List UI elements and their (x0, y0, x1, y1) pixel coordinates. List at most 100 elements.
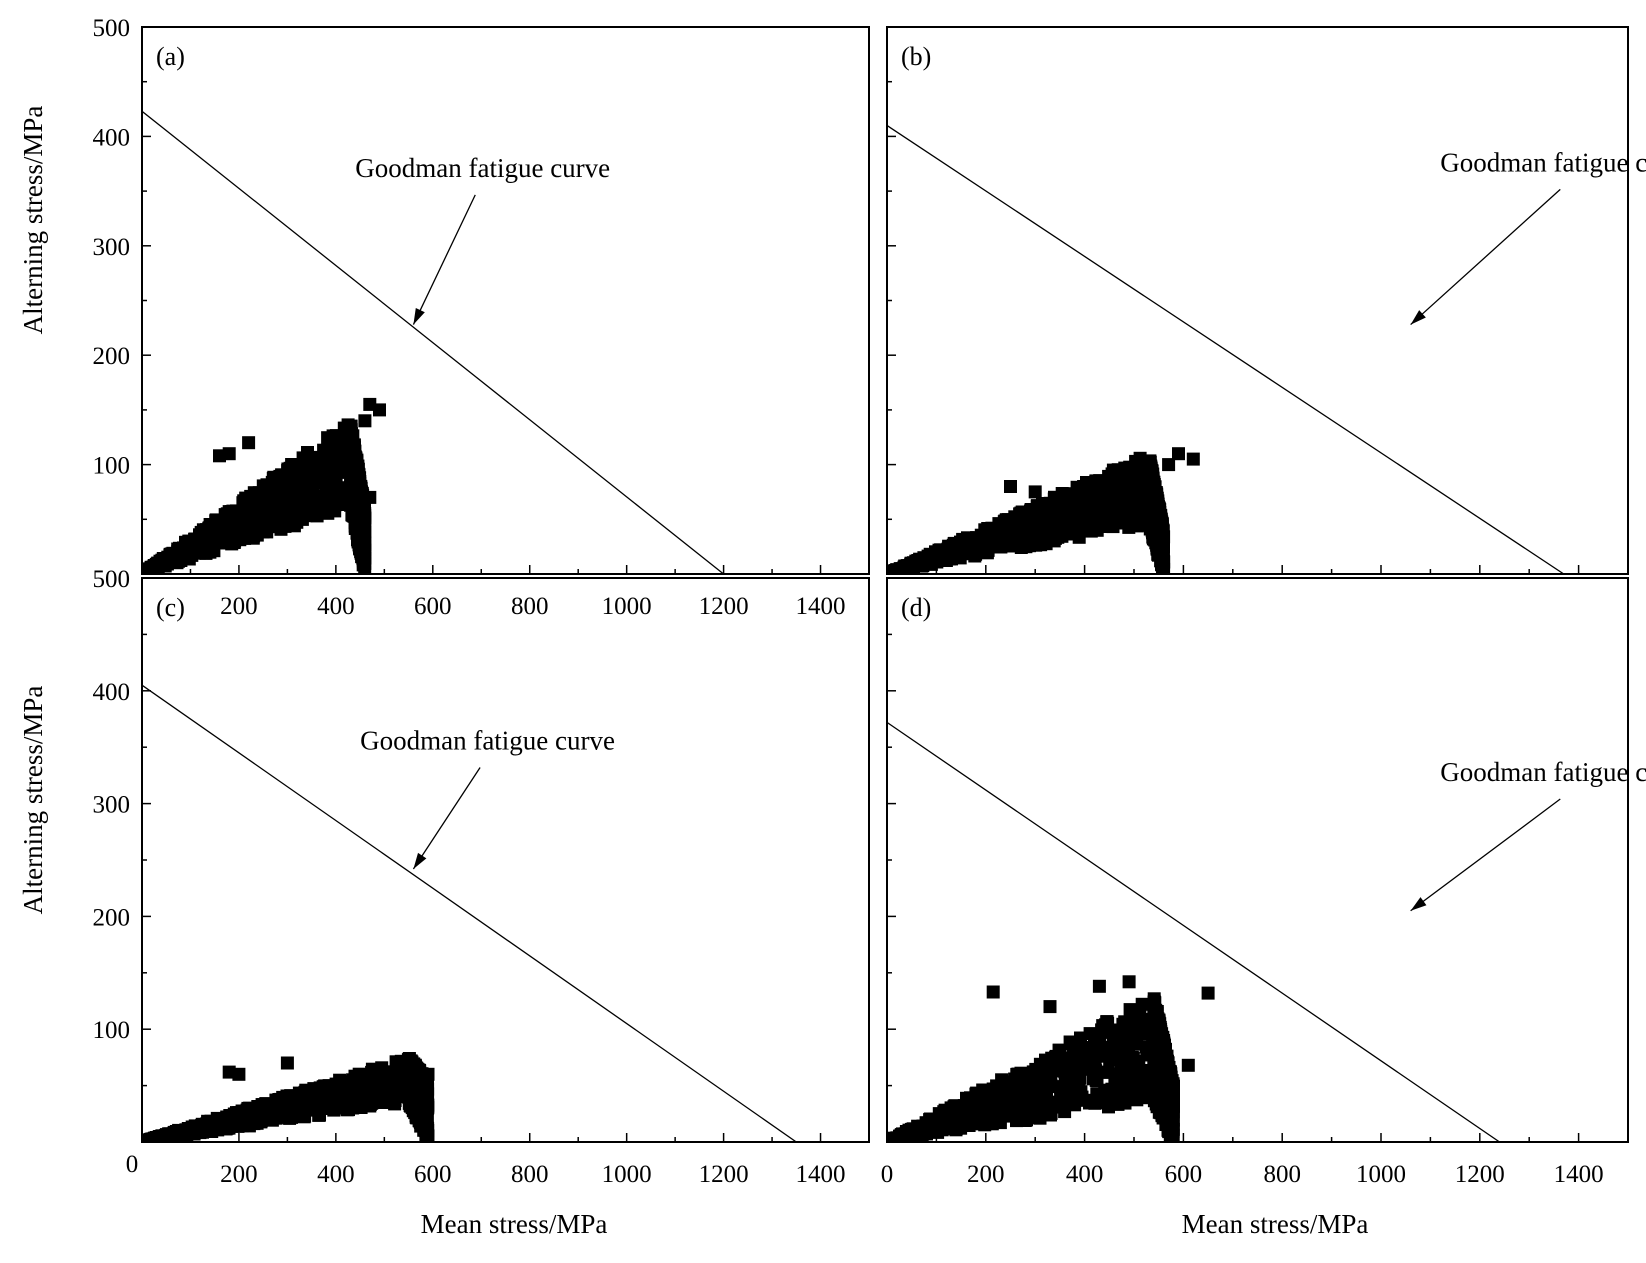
data-point (221, 531, 234, 544)
data-point (326, 438, 339, 451)
x-tick-label: 200 (220, 1161, 258, 1188)
annotation-arrow (413, 767, 480, 869)
data-point (422, 1068, 435, 1081)
data-point (985, 528, 998, 541)
annotation-label: Goodman fatigue curve (1440, 147, 1646, 177)
scatter-series (881, 975, 1215, 1148)
data-point (1093, 980, 1106, 993)
arrowhead (1411, 897, 1427, 911)
data-point (1013, 513, 1026, 526)
y-axis-label-top: Alterning stress/MPa (18, 106, 48, 335)
data-point (976, 1091, 989, 1104)
data-point (1105, 1024, 1118, 1037)
data-point (1030, 531, 1043, 544)
data-point (1162, 458, 1175, 471)
scatter-series (881, 447, 1200, 580)
data-point (976, 1117, 989, 1130)
data-point (961, 1096, 974, 1109)
data-point (230, 510, 243, 523)
x-tick-label: 600 (414, 593, 452, 620)
x-tick-label: 800 (511, 1161, 549, 1188)
data-point (1027, 1065, 1040, 1078)
data-point (316, 1102, 329, 1115)
data-point (420, 1128, 433, 1141)
plot-frame (142, 578, 869, 1142)
x-tick-label: 1200 (699, 593, 749, 620)
x-tick-label: 1200 (699, 1161, 749, 1188)
data-point (1156, 557, 1169, 570)
data-point (327, 1104, 340, 1117)
arrowhead (413, 853, 426, 869)
data-point (984, 1105, 997, 1118)
data-point (1145, 465, 1158, 478)
data-point (1136, 998, 1149, 1011)
data-point (1111, 1042, 1124, 1055)
data-point (1117, 472, 1130, 485)
data-point (1124, 1003, 1137, 1016)
data-point (275, 505, 288, 518)
data-point (1015, 541, 1028, 554)
data-point (1072, 513, 1085, 526)
panel-label: (b) (901, 42, 931, 71)
data-point (214, 516, 227, 529)
data-point (384, 1079, 397, 1092)
data-point (299, 509, 312, 522)
x-tick-label: 0 (881, 1161, 894, 1188)
x-tick-label: 200 (220, 593, 258, 620)
data-point (1159, 1047, 1172, 1060)
data-point (1083, 1097, 1096, 1110)
data-point (338, 1088, 351, 1101)
data-point (297, 451, 310, 464)
data-point (1046, 499, 1059, 512)
goodman-line (887, 722, 1500, 1142)
data-point (358, 512, 371, 525)
data-point (284, 462, 297, 475)
data-point (242, 436, 255, 449)
panel-label: (a) (156, 42, 185, 71)
x-tick-label: 1000 (1356, 1161, 1406, 1188)
data-point (222, 1118, 235, 1131)
data-point (251, 500, 264, 513)
data-point (351, 460, 364, 473)
data-point (1123, 975, 1136, 988)
data-point (1143, 485, 1156, 498)
data-point (1155, 536, 1168, 549)
data-point (308, 464, 321, 477)
y-tick-label: 300 (93, 234, 131, 261)
data-point (1062, 525, 1075, 538)
data-point (1123, 1074, 1136, 1087)
data-point (363, 491, 376, 504)
annotation-arrow (1411, 189, 1561, 324)
y-tick-label: 200 (93, 343, 131, 370)
origin-label: 0 (126, 1151, 139, 1178)
data-point (1202, 987, 1215, 1000)
x-axis-label-right: Mean stress/MPa (1182, 1209, 1369, 1239)
data-point (204, 529, 217, 542)
data-point (274, 518, 287, 531)
data-point (160, 554, 173, 567)
data-point (1099, 1094, 1112, 1107)
data-point (1163, 1091, 1176, 1104)
x-tick-label: 1000 (602, 1161, 652, 1188)
data-point (1112, 1098, 1125, 1111)
x-tick-label: 600 (1165, 1161, 1203, 1188)
y-tick-label: 100 (93, 453, 131, 480)
data-point (1034, 1098, 1047, 1111)
y-tick-label: 400 (93, 124, 131, 151)
data-point (345, 433, 358, 446)
data-point (1149, 1020, 1162, 1033)
x-tick-label: 800 (511, 593, 549, 620)
data-point (1045, 1079, 1058, 1092)
x-tick-label: 1000 (602, 593, 652, 620)
y-tick-label: 200 (93, 904, 131, 931)
panel-label: (c) (156, 593, 185, 622)
annotation-arrow (1411, 799, 1561, 911)
data-point (1129, 462, 1142, 475)
data-point (1090, 1073, 1103, 1086)
panel-b: Goodman fatigue curve (b) (881, 27, 1646, 581)
data-point (1097, 1048, 1110, 1061)
data-point (1003, 540, 1016, 553)
data-point (357, 1087, 370, 1100)
panel-c: Goodman fatigue curve200 400 600 800 1000 120… (93, 566, 870, 1188)
data-point (255, 516, 268, 529)
